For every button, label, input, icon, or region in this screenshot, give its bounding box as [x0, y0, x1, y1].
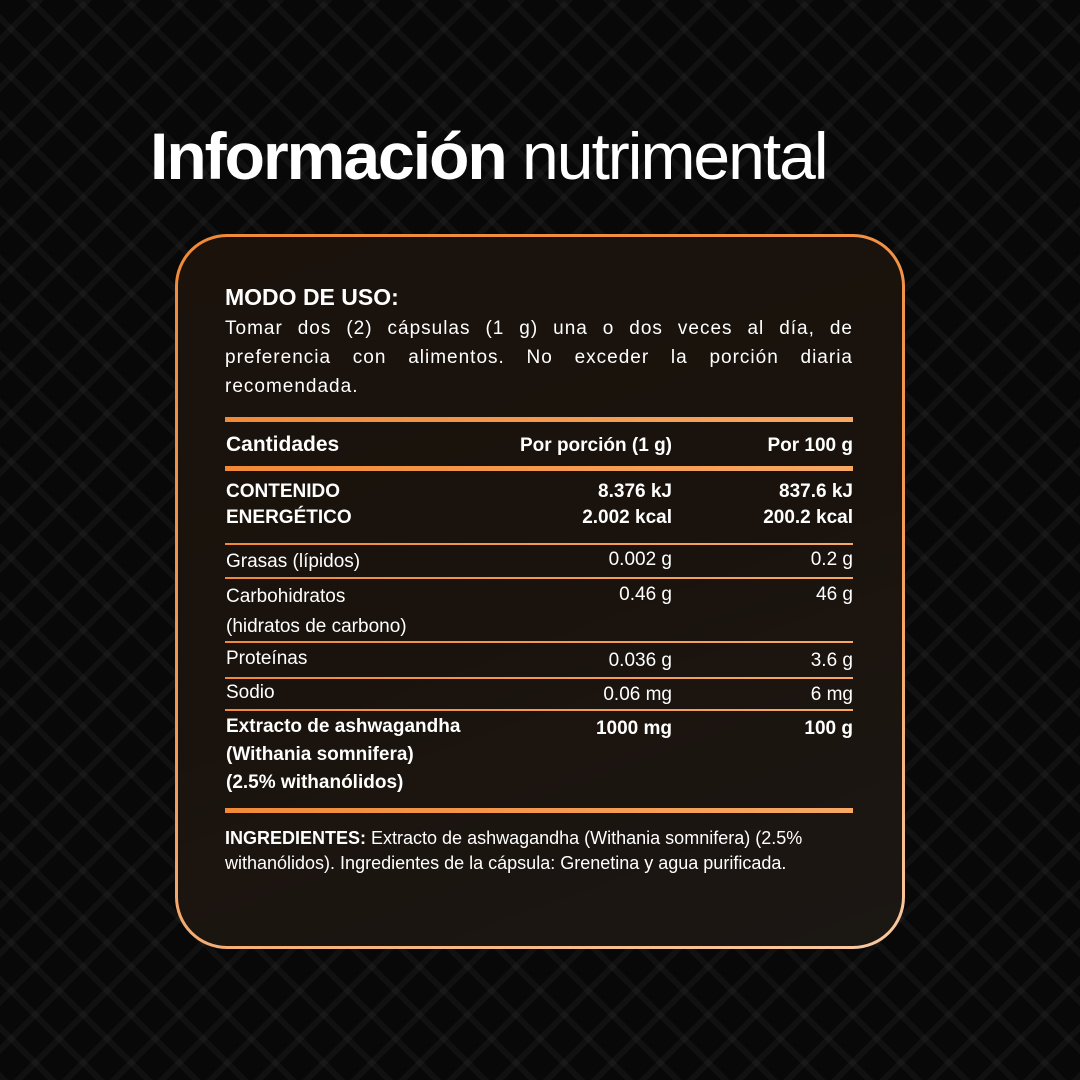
row-label: CONTENIDO ENERGÉTICO: [226, 481, 352, 528]
row-per-serving: 0.06 mg: [603, 684, 672, 705]
row-per-100g: 46 g: [816, 584, 853, 605]
header-cantidades: Cantidades: [226, 433, 340, 456]
row-per-serving: 8.376 kJ 2.002 kcal: [582, 481, 672, 528]
row-per-100g: 6 mg: [810, 684, 853, 705]
usage-text: Tomar dos (2) cápsulas (1 g) una o dos v…: [225, 318, 853, 397]
row-per-100g: 3.6 g: [810, 650, 853, 671]
divider: [225, 417, 853, 422]
divider: [225, 709, 853, 711]
row-per-100g: 100 g: [804, 718, 853, 739]
divider: [225, 543, 853, 545]
divider: [225, 577, 853, 579]
ingredients: INGREDIENTES: Extracto de ashwagandha (W…: [225, 826, 855, 876]
usage-heading: MODO DE USO:: [225, 284, 399, 310]
divider: [225, 677, 853, 679]
row-per-serving: 0.002 g: [608, 549, 672, 570]
ingredients-text: Extracto de ashwagandha (Withania somnif…: [225, 828, 803, 873]
title-bold: Información: [150, 119, 508, 193]
divider: [225, 466, 853, 471]
title-regular: nutrimental: [522, 119, 828, 193]
row-per-serving: 0.036 g: [608, 650, 672, 671]
header-per-serving: Por porción (1 g): [520, 435, 672, 456]
ingredients-label: INGREDIENTES:: [225, 828, 367, 848]
row-label: Grasas (lípidos): [226, 551, 361, 572]
row-per-100g: 0.2 g: [810, 549, 853, 570]
nutrition-card: [175, 234, 905, 949]
row-per-100g: 837.6 kJ 200.2 kcal: [763, 481, 853, 528]
header-per-100g: Por 100 g: [767, 435, 853, 456]
divider: [225, 808, 853, 813]
row-label: Sodio: [226, 682, 275, 703]
page-title: Información nutrimental: [150, 118, 829, 194]
row-label: Proteínas: [226, 648, 308, 669]
row-label: Extracto de ashwagandha (Withania somnife…: [226, 716, 461, 793]
row-per-serving: 1000 mg: [595, 718, 672, 739]
row-per-serving: 0.46 g: [619, 584, 672, 605]
row-label: Carbohidratos (hidratos de carbono): [226, 586, 407, 637]
divider: [225, 641, 853, 643]
